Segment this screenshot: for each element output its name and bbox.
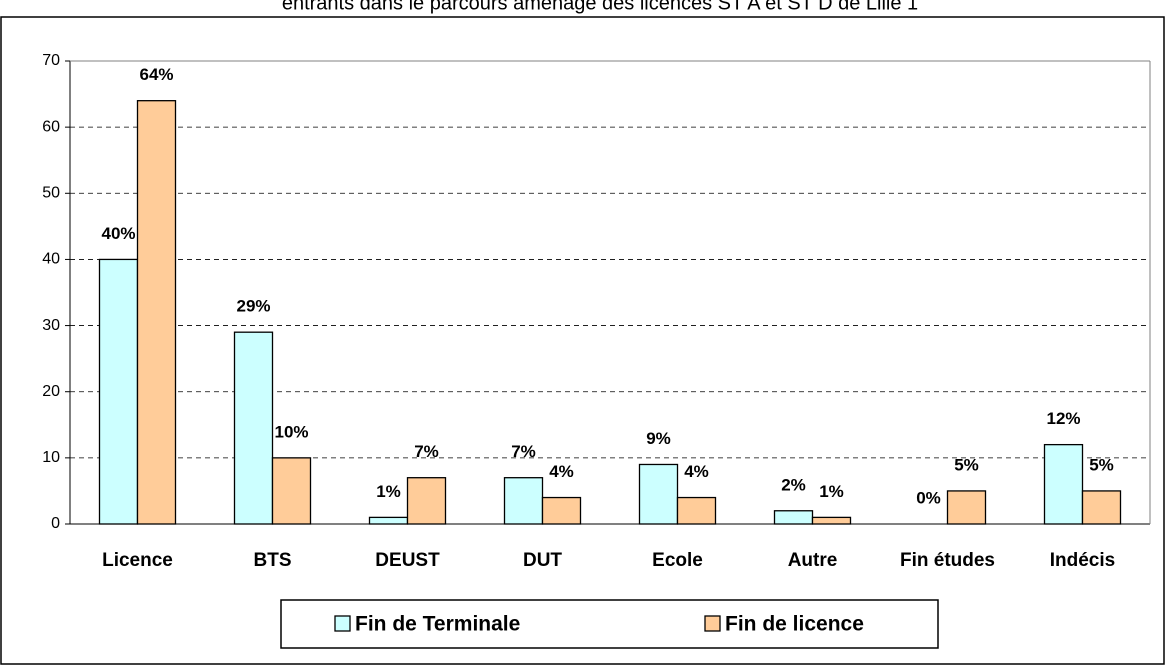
bar: [271, 457, 312, 525]
value-label: 5%: [954, 455, 979, 474]
x-tick-label: DUT: [523, 550, 562, 571]
legend-swatch: [704, 615, 721, 632]
x-tick-label: Ecole: [652, 550, 703, 571]
x-tick-label: Autre: [788, 550, 838, 571]
value-label: 10%: [274, 422, 308, 441]
bar: [811, 516, 852, 525]
x-tick-label: Licence: [102, 550, 173, 571]
y-tick-label: 50: [42, 185, 60, 202]
bar: [773, 510, 814, 525]
value-label: 40%: [101, 224, 135, 243]
x-tick-label: BTS: [254, 550, 292, 571]
bar: [541, 496, 582, 525]
bar: [503, 477, 544, 525]
y-tick-label: 60: [42, 118, 60, 135]
bar: [406, 477, 447, 525]
legend-swatch: [334, 615, 351, 632]
value-label: 64%: [139, 65, 173, 84]
value-label: 0%: [916, 488, 941, 507]
bar: [946, 490, 987, 525]
x-tick-label: Fin études: [900, 550, 995, 571]
bar: [368, 516, 409, 525]
bar: [136, 100, 177, 525]
value-label: 7%: [414, 442, 439, 461]
bar: [638, 463, 679, 525]
legend-label: Fin de licence: [725, 613, 864, 636]
bar: [98, 258, 139, 525]
value-label: 29%: [236, 297, 270, 316]
x-tick-label: DEUST: [375, 550, 440, 571]
value-label: 12%: [1046, 409, 1080, 428]
x-tick-label: Indécis: [1050, 550, 1115, 571]
y-tick-label: 10: [42, 449, 60, 466]
bar: [676, 496, 717, 525]
y-tick-label: 30: [42, 317, 60, 334]
legend-label: Fin de Terminale: [355, 613, 520, 636]
value-label: 9%: [646, 429, 671, 448]
value-label: 2%: [781, 475, 806, 494]
legend-box: [280, 599, 939, 649]
chart-title: entrants dans le parcours aménagé des li…: [282, 0, 918, 14]
value-label: 1%: [819, 482, 844, 501]
y-tick-label: 0: [51, 515, 60, 532]
chart-frame: [0, 16, 1165, 665]
y-tick-label: 20: [42, 383, 60, 400]
bar: [1081, 490, 1122, 525]
bar: [1043, 443, 1084, 525]
y-tick-label: 70: [42, 52, 60, 69]
value-label: 4%: [684, 462, 709, 481]
y-tick-label: 40: [42, 251, 60, 268]
bar: [233, 331, 274, 525]
value-label: 4%: [549, 462, 574, 481]
value-label: 5%: [1089, 455, 1114, 474]
value-label: 1%: [376, 482, 401, 501]
value-label: 7%: [511, 442, 536, 461]
